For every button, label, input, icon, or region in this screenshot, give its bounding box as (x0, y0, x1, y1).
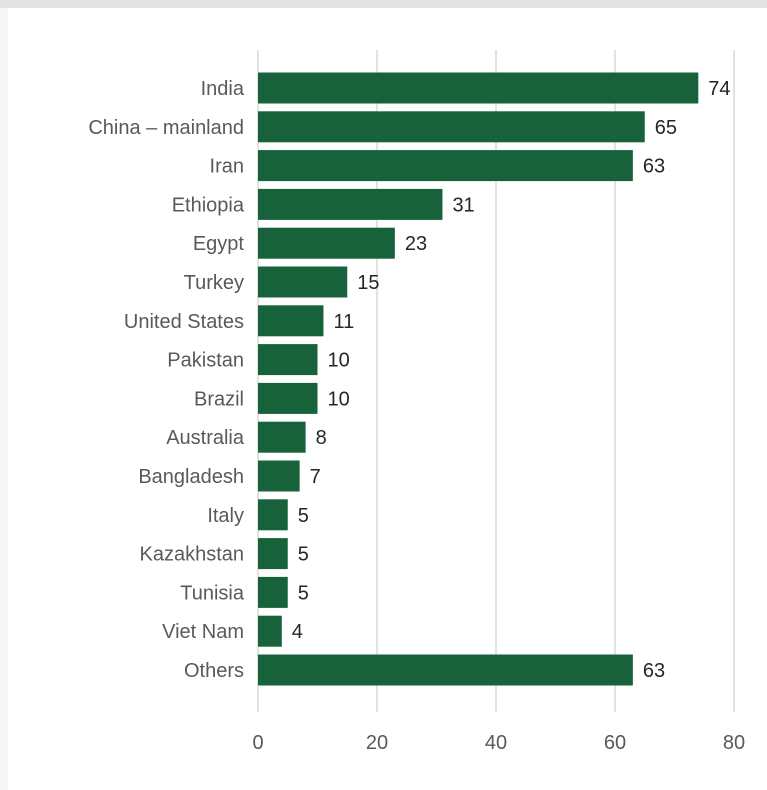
category-label: Others (184, 660, 244, 682)
value-label: 10 (328, 350, 350, 372)
bar (258, 72, 699, 104)
value-label: 11 (333, 311, 354, 333)
value-label: 15 (357, 272, 379, 294)
category-label: Bangladesh (138, 466, 244, 488)
value-label: 4 (292, 621, 303, 643)
gridlines (257, 50, 735, 712)
value-label: 63 (643, 660, 665, 682)
bar (258, 227, 395, 259)
category-label: Kazakhstan (139, 544, 244, 566)
value-label: 5 (298, 505, 309, 527)
x-tick-label: 40 (485, 732, 507, 754)
category-label: Tunisia (180, 582, 245, 604)
bar (258, 499, 288, 531)
category-label: United States (124, 311, 244, 333)
value-label: 31 (452, 194, 474, 216)
value-label: 10 (328, 388, 350, 410)
bar (258, 538, 288, 570)
category-label: Ethiopia (172, 194, 245, 216)
bar (258, 382, 318, 414)
value-label: 65 (655, 117, 677, 139)
value-label: 7 (310, 466, 321, 488)
bar (258, 615, 282, 647)
value-label: 23 (405, 233, 427, 255)
value-label: 8 (316, 427, 327, 449)
x-tick-label: 60 (604, 732, 626, 754)
bar (258, 111, 645, 143)
bar (258, 460, 300, 492)
category-label: Italy (207, 505, 244, 527)
bar (258, 188, 443, 220)
category-label: India (201, 78, 245, 100)
top-border (0, 0, 767, 8)
category-label: Pakistan (167, 350, 244, 372)
bar (258, 654, 633, 686)
value-label: 63 (643, 156, 665, 178)
bar (258, 266, 348, 298)
value-label: 5 (298, 544, 309, 566)
category-label: Iran (210, 156, 244, 178)
left-border (0, 8, 8, 790)
category-label: Brazil (194, 388, 244, 410)
bar (258, 150, 633, 182)
category-label: Turkey (184, 272, 244, 294)
x-axis-ticks: 0 20 40 60 80 (252, 732, 745, 754)
bar (258, 421, 306, 453)
bars (258, 72, 699, 686)
x-tick-label: 20 (366, 732, 388, 754)
value-label: 5 (298, 582, 309, 604)
category-label: Australia (166, 427, 245, 449)
bar (258, 576, 288, 608)
category-label: China – mainland (88, 117, 244, 139)
x-tick-label: 80 (723, 732, 745, 754)
category-label: Viet Nam (162, 621, 244, 643)
value-label: 74 (708, 78, 730, 100)
bar (258, 305, 324, 337)
category-label: Egypt (193, 233, 245, 255)
bar (258, 344, 318, 376)
x-tick-label: 0 (252, 732, 263, 754)
